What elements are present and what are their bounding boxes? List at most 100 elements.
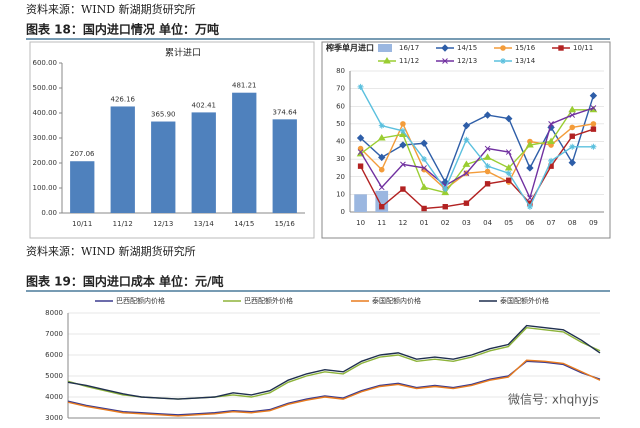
marker: [569, 133, 575, 139]
marker: [547, 137, 555, 144]
series-line: [360, 95, 595, 184]
chart-frame: [321, 41, 611, 239]
y-tick-label: 0.00: [41, 209, 57, 217]
marker: [505, 149, 512, 155]
legend-label: 巴西配额外价格: [244, 296, 293, 305]
marker: [357, 83, 364, 90]
legend-label: 泰国配额外价格: [500, 296, 549, 305]
marker: [356, 134, 365, 142]
marker: [484, 181, 491, 187]
bar: [354, 194, 367, 212]
watermark: 微信号: xhqhyjs: [508, 393, 598, 407]
marker: [569, 124, 576, 131]
series-line: [359, 128, 594, 210]
marker: [420, 139, 428, 147]
y-tick-label: 20: [336, 173, 345, 181]
y-tick-label: 60: [336, 102, 345, 110]
x-tick-label: 08: [568, 219, 577, 227]
chart-title: 榨季单月进口: [326, 43, 374, 53]
y-tick-label: 200.00: [33, 159, 58, 167]
marker: [442, 58, 448, 64]
marker: [483, 111, 492, 119]
data-label: 481.21: [232, 82, 257, 90]
marker: [378, 166, 385, 173]
marker: [500, 58, 506, 64]
marker: [378, 184, 385, 191]
y-tick-label: 10: [336, 190, 345, 198]
marker: [526, 203, 533, 210]
bar: [151, 121, 176, 213]
marker: [462, 160, 471, 167]
y-tick-label: 100.00: [33, 184, 58, 192]
marker: [569, 143, 576, 150]
series-line: [360, 109, 594, 194]
data-label: 426.16: [111, 95, 136, 103]
marker: [548, 121, 554, 127]
marker: [483, 153, 492, 160]
series-line: [359, 107, 594, 200]
x-tick-label: 11: [377, 219, 386, 227]
marker: [442, 186, 449, 193]
data-label: 365.90: [151, 111, 176, 119]
x-tick-label: 09: [589, 219, 598, 227]
y-tick-label: 300.00: [33, 134, 58, 142]
marker: [441, 188, 450, 196]
marker: [558, 45, 564, 51]
marker: [400, 121, 406, 127]
marker: [378, 153, 386, 162]
x-tick-label: 04: [483, 219, 492, 227]
marker: [568, 105, 577, 113]
marker: [590, 126, 597, 132]
marker: [505, 114, 513, 123]
y-tick-label: 80: [336, 67, 345, 75]
series-line: [67, 359, 601, 417]
legend-label: 10/11: [573, 44, 593, 52]
x-tick-label: 06: [525, 219, 534, 227]
x-tick-label: 13/14: [194, 220, 215, 228]
marker: [590, 121, 597, 127]
y-tick-label: 30: [336, 155, 345, 163]
series-line: [67, 326, 601, 400]
y-tick-label: 50: [336, 120, 345, 128]
marker: [399, 127, 406, 134]
source-line: 资料来源：WIND 新湖期货研究所: [26, 2, 196, 16]
bar: [375, 190, 389, 212]
marker: [589, 91, 598, 100]
bar: [110, 106, 135, 213]
x-tick-label: 05: [504, 219, 513, 227]
marker: [421, 156, 428, 163]
x-tick-label: 12: [398, 219, 407, 227]
marker: [569, 112, 576, 118]
marker: [526, 164, 534, 172]
series-line: [67, 324, 601, 400]
marker: [506, 177, 512, 183]
data-label: 402.41: [192, 101, 217, 109]
marker: [400, 186, 406, 192]
marker: [442, 204, 448, 210]
marker: [377, 134, 386, 141]
y-tick-label: 400.00: [33, 109, 58, 117]
marker: [421, 205, 427, 212]
x-tick-label: 07: [547, 219, 556, 227]
y-tick-label: 4000: [45, 393, 63, 401]
x-tick-label: 02: [441, 219, 450, 227]
marker: [463, 200, 470, 206]
marker: [378, 122, 385, 129]
chart-title: 累计进口: [165, 47, 201, 59]
marker: [590, 143, 597, 150]
legend-label: 12/13: [457, 57, 477, 65]
x-tick-label: 01: [420, 219, 429, 227]
legend-label: 泰国配额内价格: [372, 296, 421, 305]
y-tick-label: 8000: [45, 309, 63, 317]
y-tick-label: 600.00: [33, 59, 58, 67]
x-tick-label: 14/15: [234, 220, 254, 228]
marker: [505, 170, 512, 177]
series-line: [67, 360, 601, 416]
marker: [463, 136, 470, 143]
marker: [548, 157, 555, 164]
legend-label: 巴西配额内价格: [116, 296, 165, 305]
legend-label: 14/15: [457, 44, 477, 52]
marker: [504, 163, 513, 171]
bar: [272, 119, 297, 213]
